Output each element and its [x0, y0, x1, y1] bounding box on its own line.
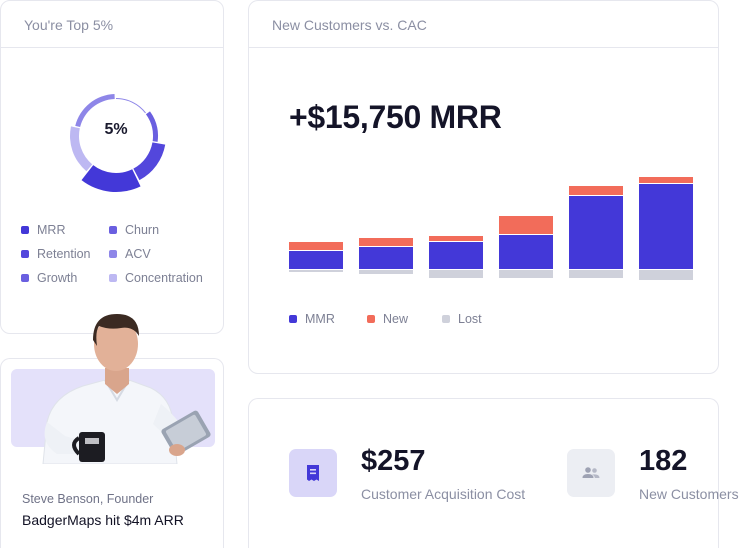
legend-swatch [109, 226, 117, 234]
ranking-donut-chart [70, 94, 166, 192]
bar-segment-lost [499, 270, 553, 278]
kpi-card: $257 Customer Acquisition Cost 182 New C… [248, 398, 739, 548]
bar-segment-new [499, 216, 553, 234]
cac-label: Customer Acquisition Cost [361, 486, 526, 502]
top-percent-card: You're Top 5% 5% MRR Churn Retention ACV… [0, 0, 224, 334]
customers-vs-cac-card: New Customers vs. CAC +$15,750 MRR MMR N… [248, 0, 719, 374]
donut-segment [70, 126, 93, 172]
donut-segment [116, 98, 146, 114]
users-icon [567, 449, 615, 497]
bar-segment-lost [429, 270, 483, 278]
donut-center-label: 5% [104, 121, 128, 138]
legend-item-retention: Retention [21, 247, 91, 261]
bar-segment-mmr [499, 235, 553, 269]
mrr-headline: +$15,750 MRR [289, 99, 502, 135]
bar-segment-new [569, 186, 623, 195]
top-percent-title: You're Top 5% [1, 1, 223, 48]
legend-swatch [442, 315, 450, 323]
legend-item-concentration: Concentration [109, 271, 203, 285]
legend-swatch [367, 315, 375, 323]
legend-item-growth: Growth [21, 271, 77, 285]
founder-quote: BadgerMaps hit $4m ARR [22, 512, 184, 528]
legend-swatch [109, 274, 117, 282]
legend-swatch [21, 274, 29, 282]
chart-legend-new: New [367, 312, 408, 326]
donut-segment [75, 94, 115, 128]
bar-segment-mmr [569, 196, 623, 269]
bar-segment-lost [289, 270, 343, 272]
legend-swatch [109, 250, 117, 258]
founder-photo [42, 314, 211, 464]
bar-segment-mmr [429, 242, 483, 269]
legend-swatch [21, 250, 29, 258]
bar-segment-new [429, 236, 483, 241]
chart-card-title: New Customers vs. CAC [249, 1, 718, 48]
cac-value: $257 [361, 445, 426, 477]
bar-segment-mmr [639, 184, 693, 269]
bar-segment-new [639, 177, 693, 183]
bar-segment-mmr [289, 251, 343, 269]
bar-segment-mmr [359, 247, 413, 269]
bar-segment-new [289, 242, 343, 250]
mrr-stacked-bar-chart [289, 177, 693, 280]
legend-item-acv: ACV [109, 247, 151, 261]
bar-segment-lost [569, 270, 623, 278]
bar-segment-new [359, 238, 413, 246]
new-customers-value: 182 [639, 445, 688, 477]
legend-swatch [21, 226, 29, 234]
new-customers-label: New Customers [639, 486, 739, 502]
chart-legend-lost: Lost [442, 312, 482, 326]
founder-quote-card: Steve Benson, Founder BadgerMaps hit $4m… [0, 314, 224, 548]
bar-segment-lost [359, 270, 413, 274]
bar-segment-lost [639, 270, 693, 280]
chart-legend-mmr: MMR [289, 312, 335, 326]
receipt-icon [289, 449, 337, 497]
legend-item-mrr: MRR [21, 223, 65, 237]
legend-swatch [289, 315, 297, 323]
donut-segment [145, 111, 158, 142]
donut-segment [133, 142, 166, 181]
founder-name: Steve Benson, Founder [22, 492, 154, 506]
donut-segment [81, 165, 141, 192]
legend-item-churn: Churn [109, 223, 159, 237]
